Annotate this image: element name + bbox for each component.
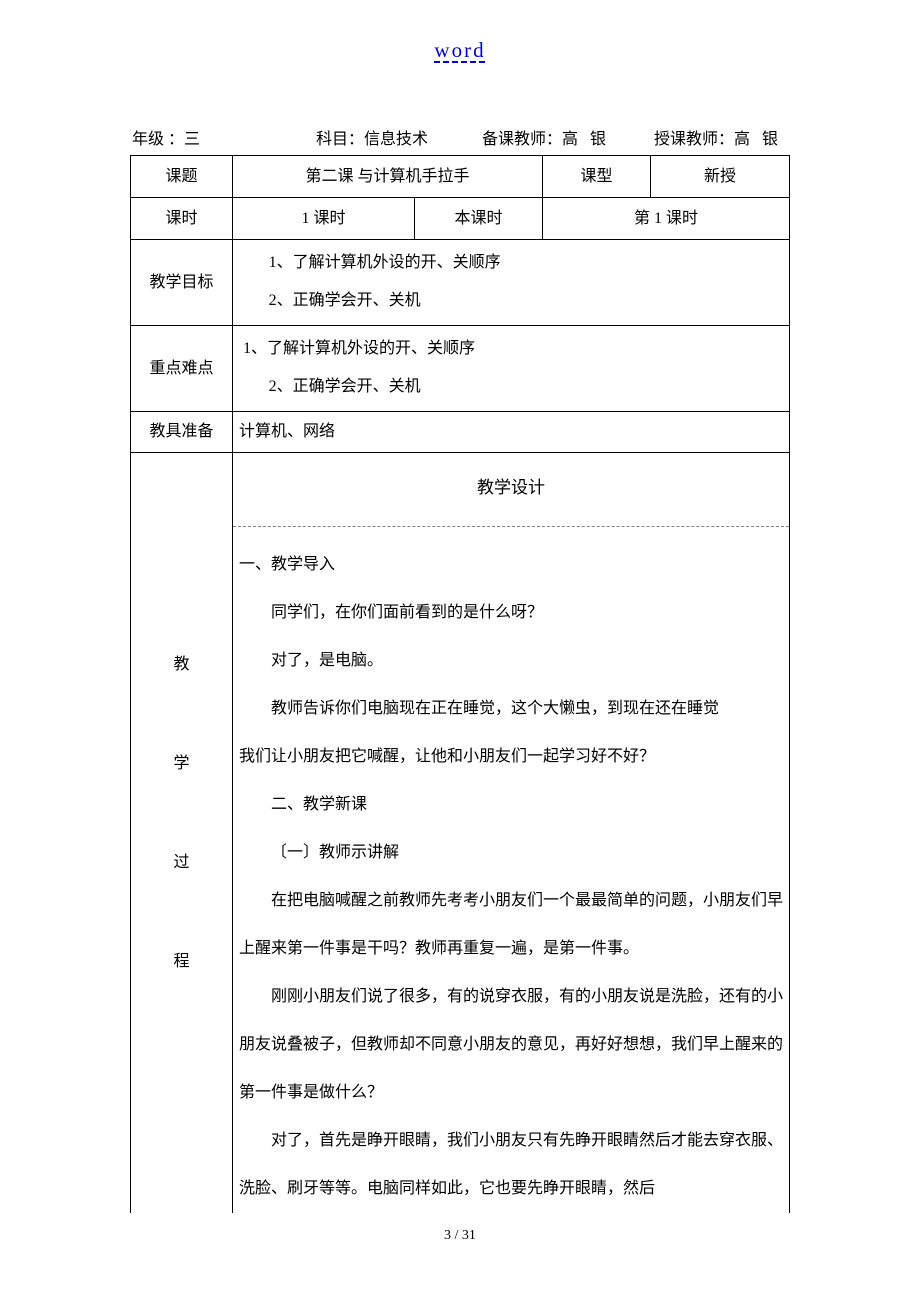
page-footer: 3 / 31 (0, 1228, 920, 1244)
keypoints-content: 1、了解计算机外设的开、关顺序 2、正确学会开、关机 (233, 325, 790, 411)
keypoint-line-2: 2、正确学会开、关机 (243, 368, 779, 406)
document-page: word 年级 ：三 科目：信息技术 备课教师：高 银 授课教师：高 银 课题 … (0, 0, 920, 1302)
this-hour-label: 本课时 (415, 198, 543, 240)
header-link-text[interactable]: word (434, 38, 485, 62)
hours-label: 课时 (131, 198, 233, 240)
table-row-goals: 教学目标 1、了解计算机外设的开、关顺序 2、正确学会开、关机 (131, 240, 790, 326)
topic-label: 课题 (131, 156, 233, 198)
design-body: 一、教学导入 同学们，在你们面前看到的是什么呀？ 对了，是电脑。 教师告诉你们电… (233, 527, 789, 1213)
header-link-container: word (130, 38, 790, 63)
type-value: 新授 (651, 156, 790, 198)
design-title: 教学设计 (233, 453, 789, 527)
subject-field: 科目：信息技术 (316, 125, 482, 149)
topic-value: 第二课 与计算机手拉手 (233, 156, 543, 198)
hours-value: 1 课时 (233, 198, 415, 240)
goal-line-1: 1、了解计算机外设的开、关顺序 (243, 244, 779, 282)
table-row-prep: 教具准备 计算机、网络 (131, 411, 790, 452)
process-char-2: 学 (131, 714, 232, 813)
prep-value: 计算机、网络 (233, 411, 790, 452)
this-hour-value: 第 1 课时 (543, 198, 790, 240)
design-para-7: 〔一〕教师示讲解 (239, 829, 783, 877)
process-char-3: 过 (131, 813, 232, 912)
process-char-4: 程 (131, 912, 232, 1011)
design-para-9: 刚刚小朋友们说了很多，有的说穿衣服，有的小朋友说是洗脸，还有的小朋友说叠被子，但… (239, 973, 783, 1117)
prep-label: 教具准备 (131, 411, 233, 452)
prep-teacher-field: 备课教师：高 银 (482, 125, 654, 149)
type-label: 课型 (543, 156, 651, 198)
design-para-6: 二、教学新课 (239, 781, 783, 829)
table-row-topic: 课题 第二课 与计算机手拉手 课型 新授 (131, 156, 790, 198)
design-para-2: 同学们，在你们面前看到的是什么呀？ (239, 589, 783, 637)
meta-info-line: 年级 ：三 科目：信息技术 备课教师：高 银 授课教师：高 银 (130, 125, 790, 149)
lesson-plan-table: 课题 第二课 与计算机手拉手 课型 新授 课时 1 课时 本课时 第 1 课时 … (130, 155, 790, 1213)
process-label-cell: 教 学 过 程 (131, 452, 233, 1213)
design-para-4: 教师告诉你们电脑现在正在睡觉，这个大懒虫，到现在还在睡觉 (239, 685, 783, 733)
design-content-cell: 教学设计 一、教学导入 同学们，在你们面前看到的是什么呀？ 对了，是电脑。 教师… (233, 452, 790, 1213)
table-row-keypoints: 重点难点 1、了解计算机外设的开、关顺序 2、正确学会开、关机 (131, 325, 790, 411)
goal-line-2: 2、正确学会开、关机 (243, 282, 779, 320)
design-para-1: 一、教学导入 (239, 541, 783, 589)
design-para-5: 我们让小朋友把它喊醒，让他和小朋友们一起学习好不好？ (239, 733, 783, 781)
design-para-3: 对了，是电脑。 (239, 637, 783, 685)
keypoint-line-1: 1、了解计算机外设的开、关顺序 (243, 330, 779, 368)
page-number: 3 / 31 (444, 1228, 476, 1243)
goals-label: 教学目标 (131, 240, 233, 326)
table-row-hours: 课时 1 课时 本课时 第 1 课时 (131, 198, 790, 240)
process-char-1: 教 (131, 615, 232, 714)
keypoints-label: 重点难点 (131, 325, 233, 411)
goals-content: 1、了解计算机外设的开、关顺序 2、正确学会开、关机 (233, 240, 790, 326)
design-para-10: 对了，首先是睁开眼睛，我们小朋友只有先睁开眼睛然后才能去穿衣服、洗脸、刷牙等等。… (239, 1117, 783, 1213)
design-para-8: 在把电脑喊醒之前教师先考考小朋友们一个最最简单的问题，小朋友们早上醒来第一件事是… (239, 877, 783, 973)
grade-field: 年级 ：三 (132, 125, 316, 149)
teach-teacher-field: 授课教师：高 银 (654, 125, 778, 149)
table-row-design: 教 学 过 程 教学设计 一、教学导入 同学们，在你们面前看到的是什么呀？ 对了… (131, 452, 790, 1213)
